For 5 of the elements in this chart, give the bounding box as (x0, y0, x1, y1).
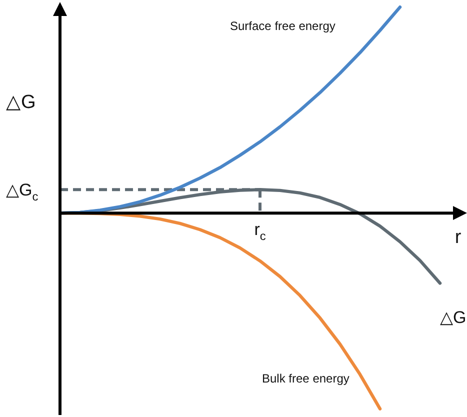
series-label: Bulk free energy (262, 371, 350, 386)
series-label: △G (440, 308, 466, 328)
text: Surface free energy (230, 19, 336, 33)
x-axis-title: r (454, 227, 462, 248)
y-axis-title: △G (6, 92, 36, 113)
